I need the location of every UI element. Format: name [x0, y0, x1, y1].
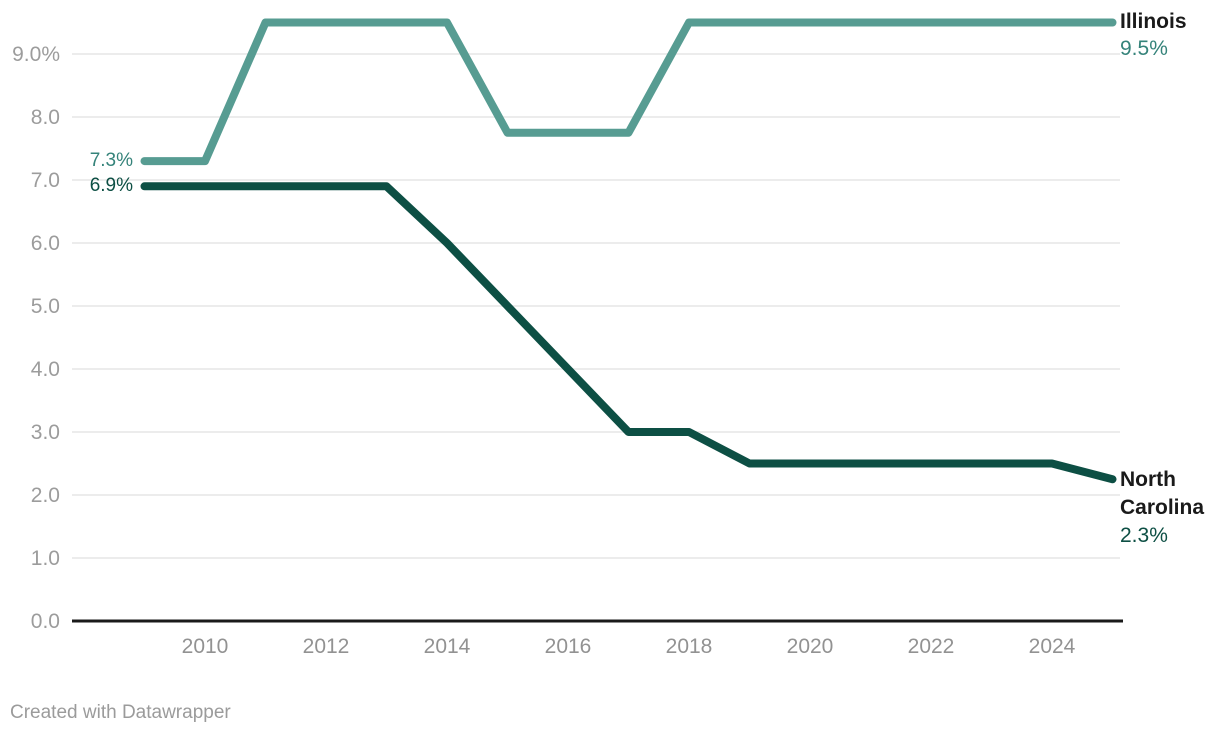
y-tick-label: 3.0 [31, 421, 60, 444]
y-tick-label: 9.0% [12, 43, 60, 66]
y-tick-label: 5.0 [31, 295, 60, 318]
x-tick-label: 2016 [545, 635, 592, 658]
y-tick-label: 7.0 [31, 169, 60, 192]
series-end-label-illinois: Illinois 9.5% [1120, 8, 1220, 63]
series-start-value-illinois: 7.3% [89, 150, 133, 171]
datawrapper-credit: Created with Datawrapper [10, 702, 231, 723]
x-tick-label: 2024 [1029, 635, 1076, 658]
x-tick-label: 2022 [908, 635, 955, 658]
x-tick-label: 2020 [787, 635, 834, 658]
y-tick-label: 2.0 [31, 484, 60, 507]
series-name-illinois: Illinois [1120, 10, 1187, 33]
series-line-illinois [140, 18, 1117, 166]
series-end-value-north-carolina: 2.3% [1120, 524, 1168, 547]
series-line-north-carolina [140, 182, 1117, 484]
series-end-label-north-carolina: North Carolina 2.3% [1120, 466, 1220, 550]
x-tick-label: 2014 [424, 635, 471, 658]
y-tick-label: 0.0 [31, 610, 60, 633]
y-tick-label: 6.0 [31, 232, 60, 255]
y-tick-label: 1.0 [31, 547, 60, 570]
x-tick-label: 2018 [666, 635, 713, 658]
series-name-north-carolina: North Carolina [1120, 468, 1205, 519]
y-tick-label: 4.0 [31, 358, 60, 381]
x-tick-label: 2010 [182, 635, 229, 658]
series-end-value-illinois: 9.5% [1120, 37, 1168, 60]
x-tick-label: 2012 [303, 635, 350, 658]
series-start-value-north-carolina: 6.9% [89, 175, 133, 196]
y-tick-label: 8.0 [31, 106, 60, 129]
